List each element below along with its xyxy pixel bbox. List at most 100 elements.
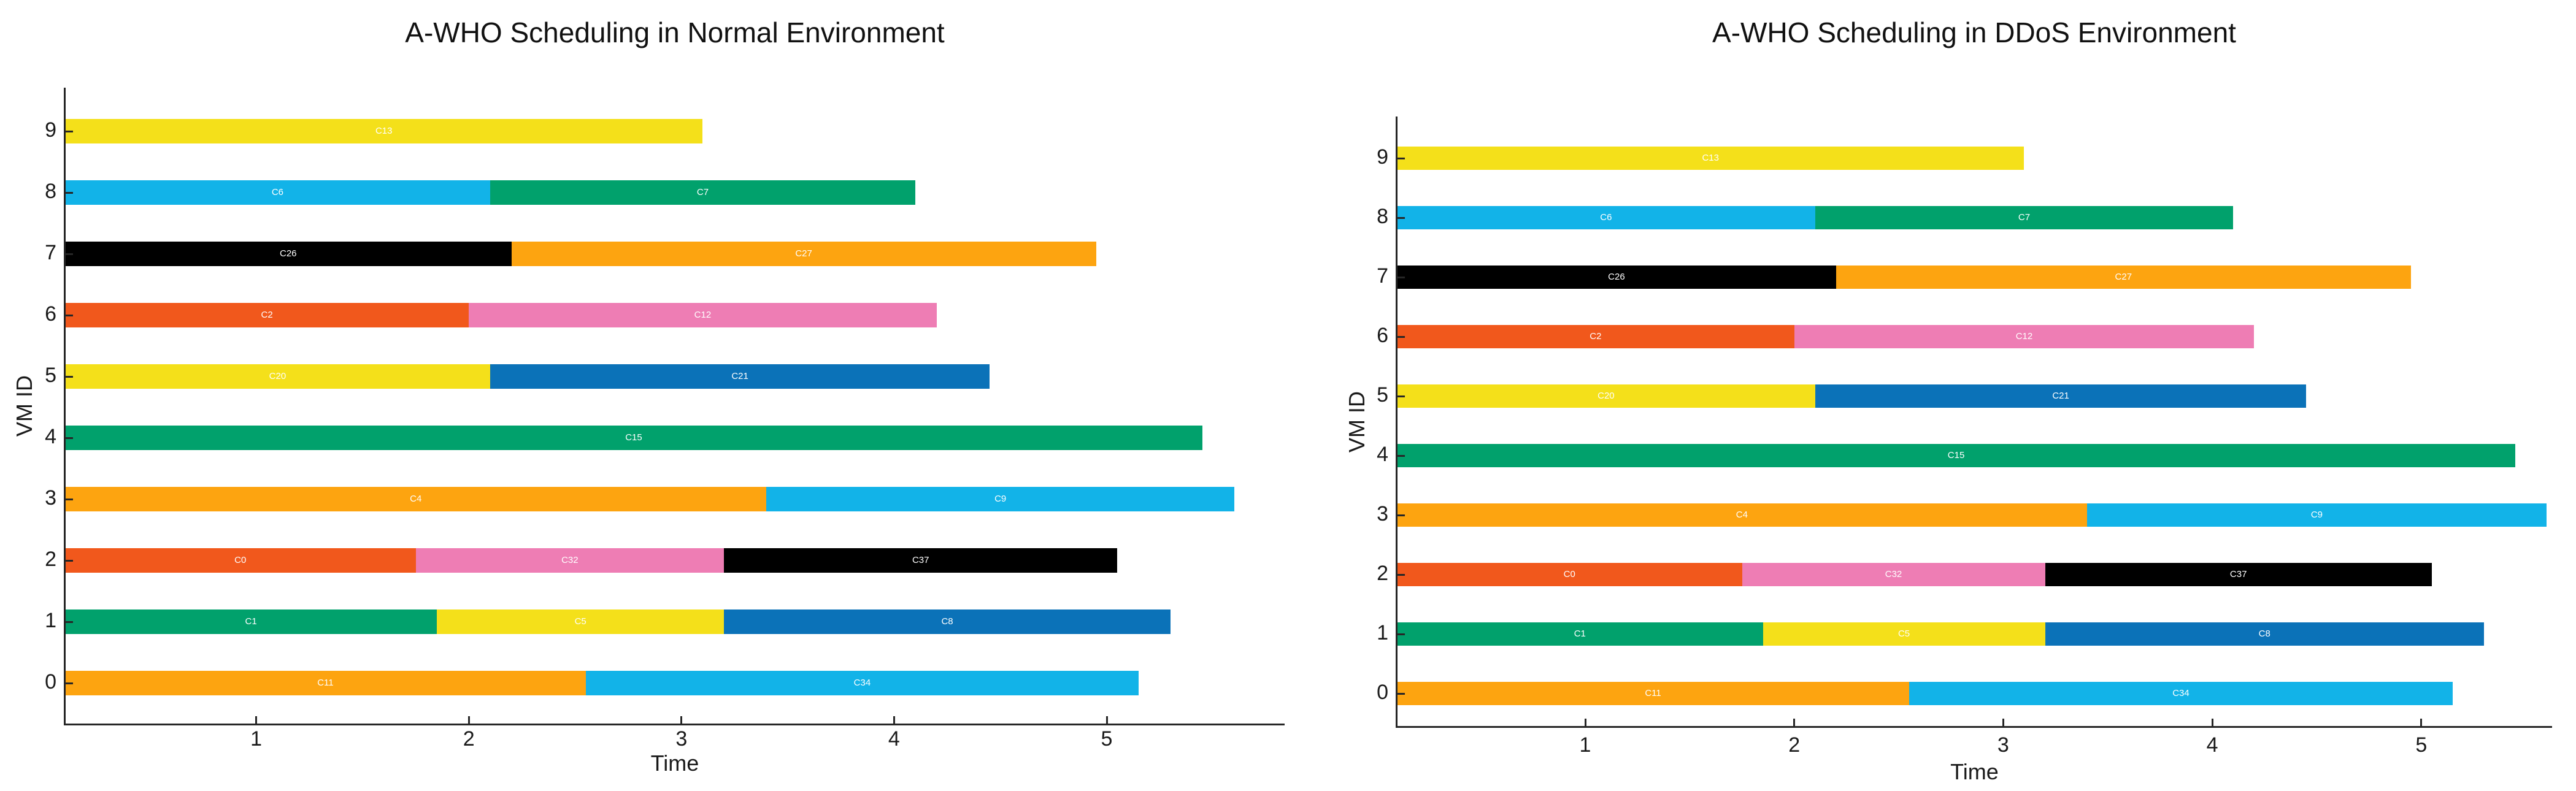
x-tick-mark: [2420, 719, 2423, 726]
y-tick-label: 8: [1377, 205, 1388, 228]
gantt-bar-label-c2: C2: [261, 310, 273, 320]
y-tick-label: 9: [45, 118, 56, 142]
chart-title-normal: A-WHO Scheduling in Normal Environment: [405, 17, 945, 48]
gantt-bar-label-c12: C12: [2015, 331, 2033, 342]
x-tick-label: 3: [1997, 733, 2009, 757]
gantt-bar-c1: [65, 609, 437, 634]
gantt-bar-label-c1: C1: [245, 616, 257, 627]
gantt-bar-c37: [724, 548, 1118, 573]
gantt-bar-c7: [1815, 206, 2234, 229]
y-tick-mark: [1398, 216, 1405, 219]
y-tick-label: 9: [1377, 145, 1388, 169]
y-tick-mark: [1398, 454, 1405, 457]
y-tick-mark: [66, 130, 73, 132]
gantt-bar-c15: [65, 426, 1202, 450]
y-tick-mark: [1398, 395, 1405, 397]
gantt-bar-c11: [1397, 682, 1910, 705]
gantt-bar-label-c4: C4: [410, 494, 422, 504]
gantt-bar-label-c32: C32: [1885, 569, 1902, 579]
gantt-bar-c4: [1397, 503, 2087, 527]
gantt-bar-c20: [65, 364, 490, 389]
gantt-bar-c34: [585, 671, 1139, 695]
x-tick-label: 4: [888, 727, 900, 751]
y-tick-mark: [66, 375, 73, 378]
chart-title-ddos: A-WHO Scheduling in DDoS Environment: [1712, 17, 2236, 48]
gantt-bar-c6: [1397, 206, 1815, 229]
y-axis-spine: [64, 88, 66, 725]
gantt-bar-label-c5: C5: [1897, 629, 1910, 639]
x-tick-mark: [1105, 716, 1108, 724]
y-tick-label: 4: [45, 425, 56, 448]
y-axis-spine: [1396, 117, 1398, 728]
gantt-bar-c9: [2086, 503, 2547, 527]
gantt-bar-label-c8: C8: [941, 616, 953, 627]
x-tick-mark: [1793, 719, 1796, 726]
x-tick-mark: [893, 716, 895, 724]
x-tick-mark: [255, 716, 258, 724]
y-tick-mark: [66, 191, 73, 194]
gantt-bar-label-c21: C21: [2052, 391, 2069, 401]
gantt-bar-c8: [724, 609, 1171, 634]
y-tick-mark: [1398, 157, 1405, 159]
gantt-bar-label-c5: C5: [574, 616, 586, 627]
gantt-bar-label-c9: C9: [2310, 510, 2323, 520]
gantt-bar-c8: [2045, 622, 2484, 646]
gantt-bar-label-c12: C12: [694, 310, 712, 320]
y-tick-label: 0: [45, 670, 56, 694]
y-tick-mark: [66, 437, 73, 439]
x-tick-label: 2: [1788, 733, 1801, 757]
x-tick-mark: [2002, 719, 2004, 726]
gantt-bar-c27: [1836, 266, 2411, 289]
gantt-bar-label-c34: C34: [2172, 688, 2190, 698]
x-tick-label: 5: [2415, 733, 2428, 757]
gantt-bar-label-c20: C20: [1598, 391, 1615, 401]
y-tick-label: 1: [1377, 621, 1388, 644]
x-tick-label: 3: [675, 727, 688, 751]
y-tick-label: 7: [45, 241, 56, 264]
x-axis-label: Time: [1950, 759, 1999, 784]
gantt-bar-c4: [65, 487, 767, 511]
gantt-bar-label-c0: C0: [234, 555, 247, 565]
gantt-bar-label-c7: C7: [696, 187, 709, 197]
gantt-bar-label-c27: C27: [795, 248, 812, 259]
gantt-bar-c1: [1397, 622, 1763, 646]
x-tick-mark: [680, 716, 683, 724]
gantt-bar-label-c21: C21: [731, 371, 748, 381]
y-tick-label: 6: [45, 302, 56, 326]
y-tick-mark: [66, 498, 73, 500]
gantt-bar-label-c32: C32: [561, 555, 579, 565]
x-tick-mark: [467, 716, 470, 724]
gantt-bar-c7: [490, 180, 916, 205]
gantt-bar-c0: [1397, 563, 1742, 586]
gantt-bar-c32: [1742, 563, 2045, 586]
gantt-bar-c11: [65, 671, 586, 695]
x-tick-label: 4: [2206, 733, 2218, 757]
gantt-bar-c34: [1909, 682, 2453, 705]
gantt-bar-label-c11: C11: [1645, 688, 1661, 698]
y-tick-mark: [1398, 692, 1405, 695]
gantt-bar-c37: [2045, 563, 2432, 586]
gantt-bar-c13: [1397, 147, 2024, 170]
gantt-bar-c5: [437, 609, 725, 634]
y-tick-label: 3: [1377, 502, 1388, 525]
gantt-bar-label-c37: C37: [2229, 569, 2247, 579]
y-tick-label: 2: [45, 548, 56, 571]
y-tick-mark: [1398, 633, 1405, 635]
gantt-bar-label-c13: C13: [375, 126, 393, 136]
x-tick-label: 1: [1579, 733, 1591, 757]
y-tick-label: 0: [1377, 681, 1388, 704]
plot-area: C13 C6 C7 C26 C27 C2 C12 C20 C21 C15 C4 C9 C0 C32 C37 C…: [1397, 117, 2552, 727]
gantt-bar-c32: [415, 548, 725, 573]
gantt-bar-c21: [490, 364, 990, 389]
gantt-bar-c15: [1397, 444, 2516, 467]
y-tick-mark: [1398, 276, 1405, 278]
gantt-bar-c12: [469, 303, 937, 327]
gantt-bar-label-c27: C27: [2115, 272, 2132, 282]
gantt-bar-label-c2: C2: [1590, 331, 1602, 342]
y-tick-mark: [66, 559, 73, 562]
gantt-bar-c12: [1794, 325, 2255, 348]
y-tick-label: 4: [1377, 443, 1388, 466]
gantt-bar-label-c0: C0: [1563, 569, 1575, 579]
gantt-bar-label-c26: C26: [279, 248, 297, 259]
x-axis-line: [1396, 726, 2552, 728]
